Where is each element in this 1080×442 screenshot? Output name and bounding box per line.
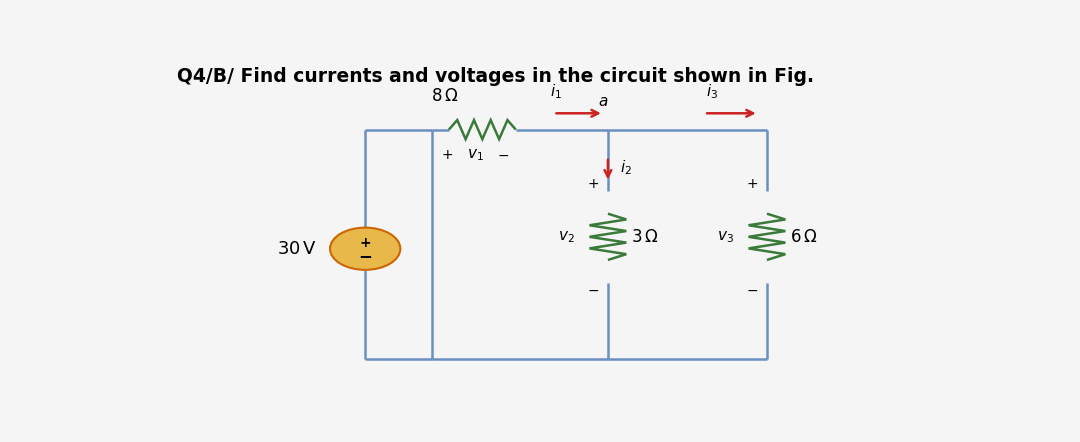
Text: $3\,\Omega$: $3\,\Omega$	[632, 228, 659, 246]
Text: +: +	[360, 236, 372, 250]
Text: $v_2$: $v_2$	[557, 229, 575, 245]
Text: $30\,\mathrm{V}$: $30\,\mathrm{V}$	[276, 240, 316, 258]
Text: $-$: $-$	[497, 148, 510, 162]
Text: $a$: $a$	[598, 94, 608, 109]
Text: Q4/B/ Find currents and voltages in the circuit shown in Fig.: Q4/B/ Find currents and voltages in the …	[177, 67, 814, 86]
Text: $8\,\Omega$: $8\,\Omega$	[431, 87, 458, 105]
Text: $v_1$: $v_1$	[468, 147, 484, 163]
Text: $-$: $-$	[746, 283, 758, 297]
Text: −: −	[359, 247, 373, 265]
Text: $+$: $+$	[441, 148, 454, 162]
Text: $i_1$: $i_1$	[550, 82, 562, 101]
Text: $+$: $+$	[746, 177, 758, 191]
Text: $v_3$: $v_3$	[716, 229, 733, 245]
Text: $i_3$: $i_3$	[706, 82, 718, 101]
Ellipse shape	[330, 228, 401, 270]
Text: $6\,\Omega$: $6\,\Omega$	[791, 228, 818, 246]
Text: $-$: $-$	[586, 283, 599, 297]
Text: $i_2$: $i_2$	[620, 158, 633, 177]
Text: $+$: $+$	[586, 177, 599, 191]
